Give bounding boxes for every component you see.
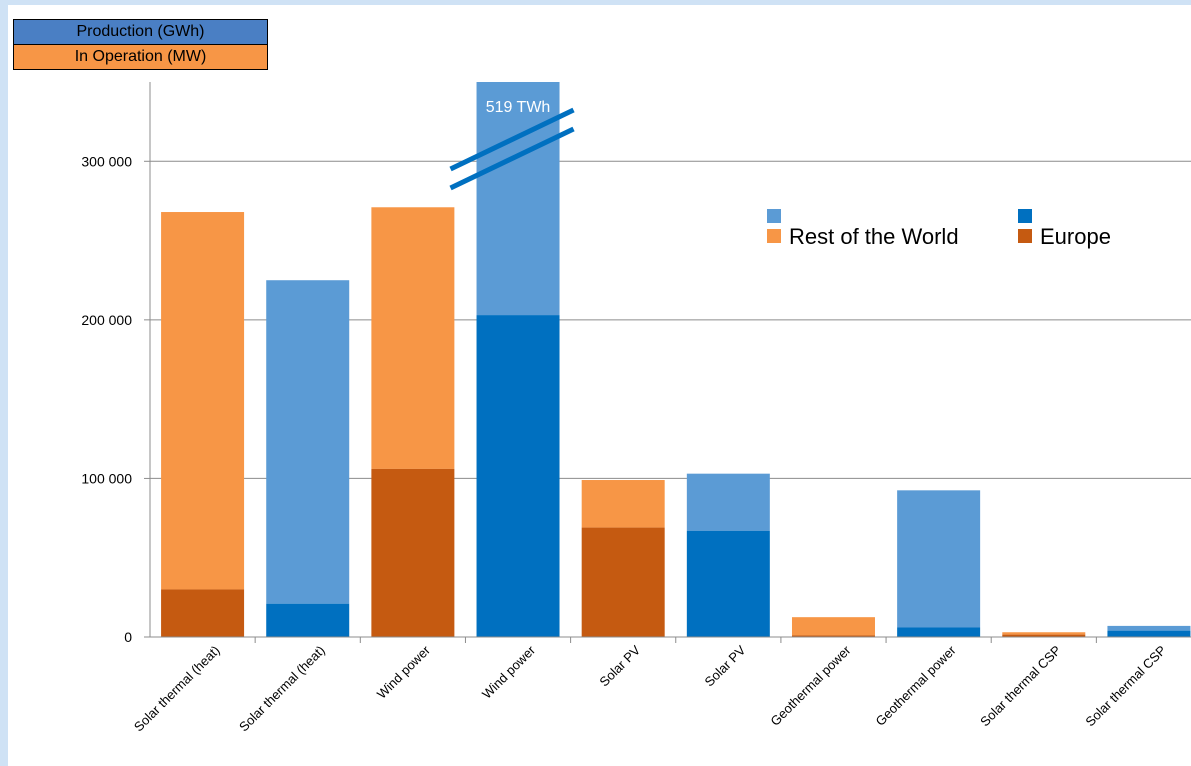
chart-svg: 0 100 000 200 000 300 000 Solar thermal (he…	[81, 82, 1191, 734]
y-tick-label: 300 000	[81, 153, 132, 169]
bar-europe	[791, 635, 875, 637]
legend-operation-label: In Operation (MW)	[74, 48, 207, 65]
bar-rest-of-world	[581, 480, 665, 528]
bar-europe	[476, 315, 560, 637]
legend-label-rest-of-world: Rest of the World	[789, 224, 959, 249]
x-tick-label: Geothermal power	[767, 642, 854, 729]
break-line-bottom	[449, 126, 575, 191]
legend-swatch-world-gwh	[767, 209, 781, 223]
y-tick-label: 200 000	[81, 312, 132, 328]
bar-rest-of-world	[1107, 625, 1191, 631]
x-tick-label: Solar thermal CSP	[977, 643, 1064, 730]
legend-production-gwh: Production (GWh)	[13, 19, 268, 45]
axis-break-marker: 519 TWh	[449, 99, 575, 191]
bar-rest-of-world	[266, 280, 350, 604]
bar-europe	[897, 627, 981, 637]
x-tick-label: Wind power	[374, 642, 434, 702]
bar-europe	[266, 603, 350, 637]
x-tick-label: Solar PV	[596, 642, 643, 689]
axes	[144, 82, 1191, 643]
series-legend: Rest of the World Europe	[767, 209, 1111, 249]
x-tick-label: Solar thermal (heat)	[131, 643, 223, 735]
bar-rest-of-world	[791, 617, 875, 636]
legend-label-europe: Europe	[1040, 224, 1111, 249]
bar-rest-of-world	[476, 82, 560, 316]
bar-rest-of-world	[897, 490, 981, 628]
bar-rest-of-world	[686, 473, 770, 531]
x-tick-labels: Solar thermal (heat) Solar thermal (heat)…	[131, 642, 1169, 734]
bar-europe	[1002, 634, 1086, 637]
legend-production-label: Production (GWh)	[76, 23, 205, 40]
bar-rest-of-world	[161, 212, 245, 590]
x-tick-label: Solar thermal (heat)	[236, 643, 328, 735]
chart-frame: 0 100 000 200 000 300 000 Solar thermal (he…	[8, 5, 1191, 766]
x-tick-label: Wind power	[479, 642, 539, 702]
bar-rest-of-world	[1002, 632, 1086, 635]
bar-europe	[371, 468, 455, 637]
bar-europe	[581, 527, 665, 637]
y-tick-labels: 0 100 000 200 000 300 000	[81, 153, 132, 645]
break-line-top	[449, 107, 575, 172]
legend-swatch-world-mw	[767, 229, 781, 243]
legend-swatch-europe-mw	[1018, 229, 1032, 243]
x-tick-label: Solar PV	[702, 642, 749, 689]
x-tick-label: Solar thermal CSP	[1082, 643, 1169, 730]
broken-bar-label: 519 TWh	[486, 99, 551, 116]
legend-swatch-europe-gwh	[1018, 209, 1032, 223]
bar-rest-of-world	[371, 207, 455, 469]
legend-in-operation-mw: In Operation (MW)	[13, 45, 268, 70]
bars	[161, 82, 1191, 637]
bar-europe	[1107, 630, 1191, 637]
bar-europe	[686, 530, 770, 637]
y-tick-label: 100 000	[81, 470, 132, 486]
y-tick-label: 0	[124, 629, 132, 645]
x-tick-label: Geothermal power	[873, 642, 960, 729]
bar-europe	[161, 589, 245, 637]
